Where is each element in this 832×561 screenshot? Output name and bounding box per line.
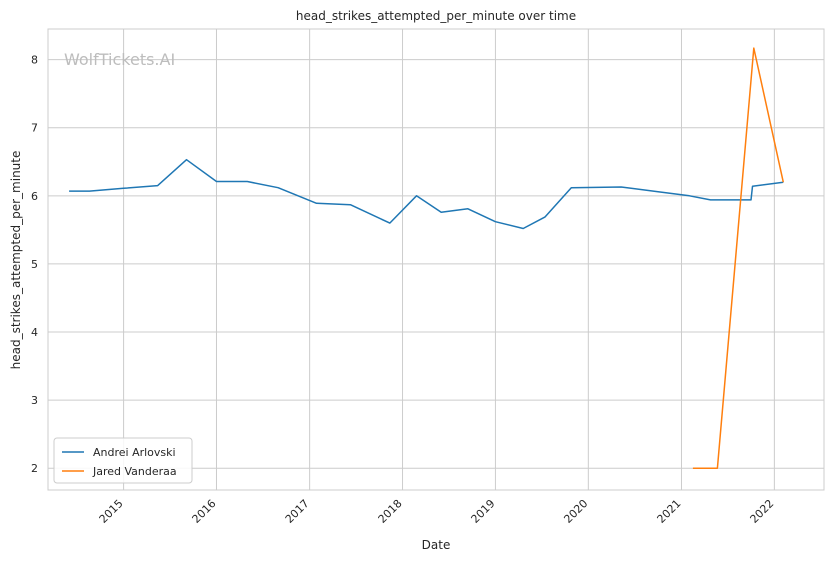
x-tick-label: 2020 [561, 497, 590, 526]
y-tick-label: 4 [31, 326, 38, 339]
y-tick-labels: 2 3 4 5 6 7 8 [31, 54, 38, 476]
plot-area [47, 28, 825, 491]
y-tick-label: 2 [31, 462, 38, 475]
y-tick-label: 5 [31, 258, 38, 271]
series-line-1 [692, 47, 785, 469]
y-tick-label: 7 [31, 122, 38, 135]
watermark-text: WolfTickets.AI [64, 50, 175, 69]
y-tick-label: 3 [31, 394, 38, 407]
x-tick-label: 2018 [376, 497, 405, 526]
y-tick-label: 8 [31, 54, 38, 67]
x-tick-label: 2019 [469, 497, 498, 526]
series-line-0 [69, 158, 784, 230]
legend-entry: Jared Vanderaa [92, 465, 177, 478]
y-tick-label: 6 [31, 190, 38, 203]
x-tick-label: 2016 [190, 497, 219, 526]
x-tick-label: 2017 [283, 497, 312, 526]
legend-box [53, 437, 193, 484]
x-tick-label: 2015 [97, 497, 126, 526]
legend-entry: Andrei Arlovski [93, 446, 176, 459]
y-gridlines [48, 59, 824, 469]
y-axis-label: head_strikes_attempted_per_minute [9, 151, 23, 370]
x-tick-labels: 2015 2016 2017 2018 2019 2020 2021 2022 [97, 497, 777, 526]
x-tick-label: 2021 [655, 497, 684, 526]
legend: Andrei Arlovski Jared Vanderaa [53, 437, 193, 484]
chart-title: head_strikes_attempted_per_minute over t… [296, 9, 576, 23]
x-tick-label: 2022 [748, 497, 777, 526]
x-gridlines [123, 29, 775, 490]
series-lines [69, 47, 785, 469]
x-axis-label: Date [422, 538, 451, 552]
